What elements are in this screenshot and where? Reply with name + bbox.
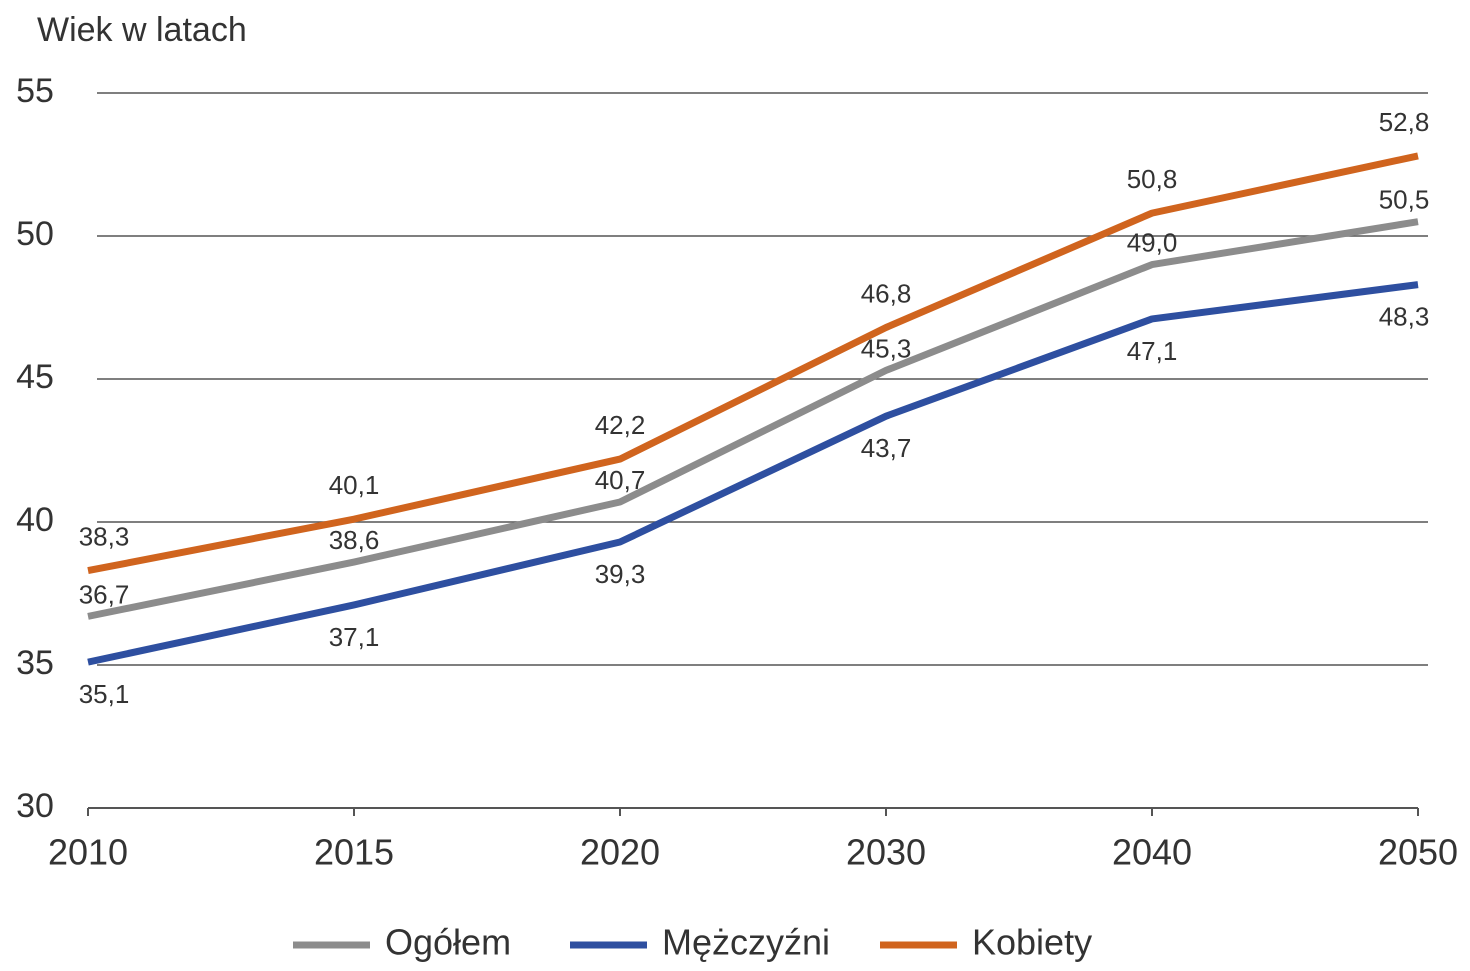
y-tick-label: 40 bbox=[16, 501, 54, 539]
y-tick-label: 30 bbox=[16, 787, 54, 825]
y-tick-label: 45 bbox=[16, 358, 54, 396]
data-label: 47,1 bbox=[1127, 336, 1178, 366]
data-label: 52,8 bbox=[1379, 107, 1430, 137]
x-tick-label: 2040 bbox=[1112, 832, 1192, 873]
data-label: 35,1 bbox=[79, 679, 130, 709]
data-label: 42,2 bbox=[595, 410, 646, 440]
data-label: 49,0 bbox=[1127, 227, 1178, 257]
data-label: 43,7 bbox=[861, 433, 912, 463]
x-tick-label: 2020 bbox=[580, 832, 660, 873]
y-tick-label: 55 bbox=[16, 72, 54, 110]
data-label: 50,8 bbox=[1127, 164, 1178, 194]
data-label: 40,7 bbox=[595, 465, 646, 495]
y-axis-title: Wiek w latach bbox=[37, 11, 247, 49]
y-tick-label: 35 bbox=[16, 644, 54, 682]
x-tick-label: 2050 bbox=[1378, 832, 1458, 873]
legend-label: Kobiety bbox=[972, 922, 1092, 963]
x-tick-label: 2015 bbox=[314, 832, 394, 873]
data-label: 45,3 bbox=[861, 333, 912, 363]
legend-label: Mężczyźni bbox=[662, 922, 830, 963]
data-label: 39,3 bbox=[595, 559, 646, 589]
data-label: 50,5 bbox=[1379, 185, 1430, 215]
data-label: 37,1 bbox=[329, 622, 380, 652]
series-line bbox=[87, 281, 1419, 666]
data-label: 48,3 bbox=[1379, 301, 1430, 331]
data-label: 38,6 bbox=[329, 525, 380, 555]
data-label: 40,1 bbox=[329, 470, 380, 500]
data-label: 46,8 bbox=[861, 278, 912, 308]
y-tick-label: 50 bbox=[16, 215, 54, 253]
legend-label: Ogółem bbox=[385, 922, 511, 963]
series-line bbox=[87, 152, 1419, 575]
data-label: 36,7 bbox=[79, 579, 130, 609]
data-label: 38,3 bbox=[79, 521, 130, 551]
x-tick-label: 2010 bbox=[48, 832, 128, 873]
series-line bbox=[87, 218, 1419, 620]
x-tick-label: 2030 bbox=[846, 832, 926, 873]
